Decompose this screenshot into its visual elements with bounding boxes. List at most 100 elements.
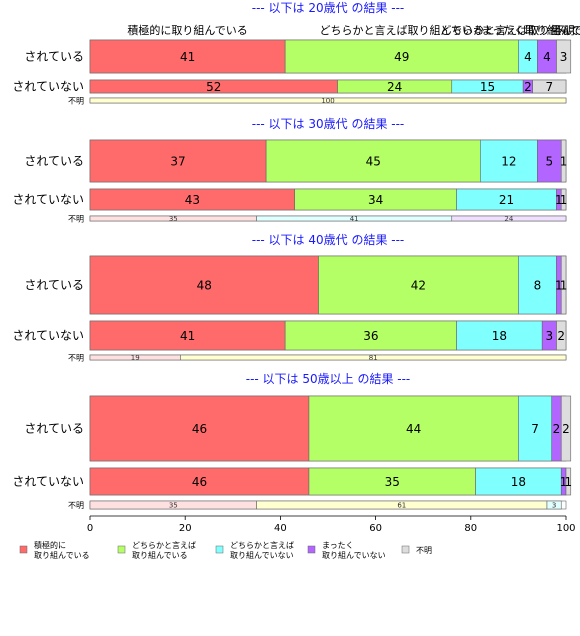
value-label-2-0-0: 48 xyxy=(197,279,212,293)
value-label-1-2-2: 41 xyxy=(350,215,359,223)
x-tick-label-4: 80 xyxy=(464,523,477,534)
bar-segment-1-0-1 xyxy=(265,139,481,183)
value-label-3-2-1: 61 xyxy=(397,502,406,510)
value-label-2-2-1: 81 xyxy=(369,354,378,362)
value-label-3-2-0: 35 xyxy=(169,502,178,510)
bar-segment-1-0-4 xyxy=(560,139,567,183)
value-label-1-1-4: 1 xyxy=(560,193,568,207)
bar-segment-3-0-2 xyxy=(518,395,553,462)
value-label-0-0-0: 41 xyxy=(180,50,195,64)
section-title-0: --- 以下は 20歳代 の結果 --- xyxy=(252,1,405,15)
value-label-3-0-2: 7 xyxy=(531,422,539,436)
bar-segment-2-1-0 xyxy=(89,320,286,351)
section-title-2: --- 以下は 40歳代 の結果 --- xyxy=(252,233,405,247)
section-title-1: --- 以下は 30歳代 の結果 --- xyxy=(252,117,405,131)
value-label-0-1-4: 7 xyxy=(546,80,554,94)
row-label-0-0: されている xyxy=(24,50,84,64)
value-label-0-1-1: 24 xyxy=(387,80,402,94)
row-label-3-1: されていない xyxy=(12,475,84,489)
value-label-0-2-1: 100 xyxy=(321,97,334,105)
value-label-2-0-3: 1 xyxy=(555,279,563,293)
row-label-1-2: 不明 xyxy=(68,215,84,224)
legend-swatch-2 xyxy=(215,545,224,554)
category-header-1: どちらかと言えば取り組んでいる xyxy=(320,24,484,37)
legend-label-2-0: どちらかと言えば xyxy=(230,540,294,550)
bar-segment-2-0-0 xyxy=(89,255,319,315)
value-label-2-1-3: 3 xyxy=(546,329,554,343)
legend-swatch-1 xyxy=(117,545,126,554)
bar-segment-2-1-4 xyxy=(556,320,567,351)
row-label-0-1: されていない xyxy=(12,80,84,94)
row-label-3-0: されている xyxy=(24,422,84,436)
bar-segment-3-1-2 xyxy=(475,467,562,496)
value-label-3-2-2: 3 xyxy=(552,502,556,510)
value-label-3-1-1: 35 xyxy=(385,475,400,489)
legend-label-3-1: 取り組んでいない xyxy=(322,550,386,560)
value-label-3-0-4: 2 xyxy=(562,422,570,436)
value-label-1-1-1: 34 xyxy=(368,193,383,207)
value-label-1-1-0: 43 xyxy=(185,193,200,207)
value-label-1-0-3: 5 xyxy=(546,155,554,169)
x-tick-label-0: 0 xyxy=(87,523,93,534)
value-label-0-1-0: 52 xyxy=(206,80,221,94)
row-label-2-0: されている xyxy=(24,278,84,292)
value-label-0-0-1: 49 xyxy=(394,50,409,64)
bar-segment-0-2-1 xyxy=(89,97,567,104)
legend-label-0-0: 積極的に xyxy=(34,540,66,550)
bar-segment-0-1-4 xyxy=(532,79,567,94)
value-label-2-2-0: 19 xyxy=(131,354,140,362)
bar-segment-3-1-1 xyxy=(308,467,476,496)
legend-label-1-0: どちらかと言えば xyxy=(132,540,196,550)
bar-segment-1-0-2 xyxy=(480,139,538,183)
value-label-3-1-4: 1 xyxy=(565,475,573,489)
category-header-0: 積極的に取り組んでいる xyxy=(127,23,247,37)
value-label-1-0-4: 1 xyxy=(560,155,568,169)
legend-swatch-3 xyxy=(307,545,316,554)
row-label-2-1: されていない xyxy=(12,329,84,343)
bar-segment-3-0-0 xyxy=(89,395,310,462)
value-label-2-1-4: 2 xyxy=(557,329,565,343)
value-label-0-0-3: 4 xyxy=(543,50,551,64)
bar-segment-0-0-4 xyxy=(556,39,572,74)
value-label-2-1-0: 41 xyxy=(180,329,195,343)
value-label-3-1-2: 18 xyxy=(511,475,526,489)
legend-swatch-0 xyxy=(19,545,28,554)
value-label-3-1-3: 1 xyxy=(560,475,568,489)
bar-segment-2-2-1 xyxy=(180,354,567,361)
row-label-0-2: 不明 xyxy=(68,97,84,106)
row-label-1-0: されている xyxy=(24,154,84,168)
value-label-3-0-1: 44 xyxy=(406,422,421,436)
legend-label-4-0: 不明 xyxy=(416,546,432,555)
value-label-1-2-0: 35 xyxy=(169,215,178,223)
value-label-2-0-2: 8 xyxy=(534,279,542,293)
value-label-0-0-2: 4 xyxy=(524,50,532,64)
value-label-1-1-2: 21 xyxy=(499,193,514,207)
value-label-1-1-3: 1 xyxy=(555,193,563,207)
value-label-2-0-4: 1 xyxy=(560,279,568,293)
row-label-1-1: されていない xyxy=(12,193,84,207)
value-label-3-1-0: 46 xyxy=(192,475,207,489)
value-label-2-0-1: 42 xyxy=(411,279,426,293)
bar-segment-2-0-1 xyxy=(318,255,519,315)
legend-label-2-1: 取り組んでいない xyxy=(230,550,294,560)
bar-segment-3-1-4 xyxy=(565,467,572,496)
value-label-2-1-2: 18 xyxy=(492,329,507,343)
value-label-0-1-2: 15 xyxy=(480,80,495,94)
x-tick-label-1: 20 xyxy=(179,523,192,534)
bar-segment-3-2-2 xyxy=(546,500,562,510)
legend-label-0-1: 取り組んでいる xyxy=(34,550,90,560)
value-label-1-0-1: 45 xyxy=(366,155,381,169)
value-label-0-0-4: 3 xyxy=(560,50,568,64)
bar-segment-2-1-1 xyxy=(284,320,457,351)
bar-segment-0-0-0 xyxy=(89,39,286,74)
x-tick-label-2: 40 xyxy=(274,523,287,534)
value-label-0-1-3: 2 xyxy=(524,80,532,94)
value-label-1-0-2: 12 xyxy=(501,155,516,169)
bar-segment-0-0-1 xyxy=(284,39,519,74)
legend-label-1-1: 取り組んでいる xyxy=(132,550,188,560)
x-tick-label-3: 60 xyxy=(369,523,382,534)
bar-segment-1-1-4 xyxy=(560,188,567,211)
bar-segment-3-1-0 xyxy=(89,467,310,496)
